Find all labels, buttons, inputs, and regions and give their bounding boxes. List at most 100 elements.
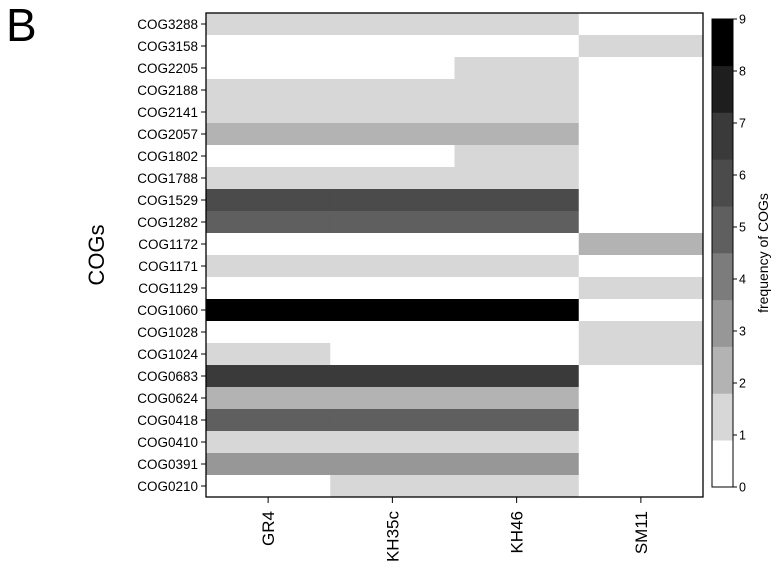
x-tick-label: GR4 [259, 511, 278, 546]
heatmap-cell [330, 431, 455, 454]
heatmap-cell [578, 57, 704, 80]
heatmap-cell [206, 233, 331, 256]
y-axis-title: COGs [84, 224, 109, 285]
heatmap-cell [454, 321, 580, 344]
heatmap-cell [578, 211, 704, 234]
heatmap-cell [330, 101, 455, 124]
heatmap-cell [206, 277, 331, 300]
x-tick-label: KH35c [383, 511, 402, 563]
heatmap-cell [578, 365, 704, 388]
x-tick-label: KH46 [508, 511, 527, 554]
heatmap-cell [206, 79, 331, 102]
heatmap-cell [454, 167, 580, 190]
y-tick-label: COG2205 [137, 61, 198, 76]
heatmap-cell [206, 101, 331, 124]
heatmap-cell [206, 475, 331, 498]
heatmap-cell [454, 409, 580, 432]
y-axis: COG3288 COG3158 COG2205 COG2188 COG2141 COG20… [137, 17, 206, 494]
heatmap-cell [454, 299, 580, 322]
heatmap-cell [578, 343, 704, 366]
heatmap-cell [330, 299, 455, 322]
heatmap-cell [330, 255, 455, 278]
colorbar-segment [712, 65, 733, 113]
heatmap-cell [330, 35, 455, 58]
heatmap-cell [330, 475, 455, 498]
colorbar-tick-label: 7 [739, 117, 746, 131]
heatmap-cell [454, 57, 580, 80]
heatmap-cell [578, 431, 704, 454]
heatmap-cell [330, 453, 455, 476]
colorbar-frame [711, 18, 734, 488]
heatmap-cell [578, 13, 704, 36]
x-axis: GR4 KH35c KH46 SM11 [259, 497, 651, 562]
y-tick-label: COG0210 [137, 479, 198, 494]
heatmap-cell [206, 189, 331, 212]
heatmap-cell [206, 387, 331, 410]
heatmap-cell [206, 343, 331, 366]
heatmap-cell [578, 167, 704, 190]
y-tick-label: COG0683 [137, 369, 198, 384]
heatmap-cell [330, 409, 455, 432]
colorbar-segment [712, 206, 733, 254]
heatmap-cell [206, 35, 331, 58]
y-tick-label: COG1129 [138, 281, 198, 296]
heatmap-cell [578, 145, 704, 168]
heatmap-cell [330, 321, 455, 344]
heatmap-cell [454, 475, 580, 498]
colorbar-segment [712, 393, 733, 441]
heatmap-cell [206, 255, 331, 278]
y-tick-label: COG1060 [137, 303, 198, 318]
heatmap-cell [454, 387, 580, 410]
y-tick-label: COG1282 [137, 215, 198, 230]
heatmap-cell [578, 101, 704, 124]
heatmap-cell [330, 123, 455, 146]
heatmap-cell [206, 409, 331, 432]
heatmap-cells [206, 13, 704, 498]
y-tick-label: COG1028 [137, 325, 198, 340]
plot-frame [205, 12, 704, 498]
heatmap-cell [578, 409, 704, 432]
colorbar-tick-label: 8 [739, 65, 746, 79]
y-tick-label: COG3288 [137, 17, 198, 32]
colorbar-tick-label: 6 [739, 169, 746, 183]
heatmap-cell [454, 277, 580, 300]
heatmap-cell [454, 233, 580, 256]
heatmap-cell [330, 343, 455, 366]
colorbar-tick-label: 2 [739, 377, 746, 391]
heatmap-cell [330, 145, 455, 168]
heatmap-cell [330, 189, 455, 212]
heatmap-cell [330, 233, 455, 256]
colorbar-segment [712, 19, 733, 67]
heatmap-cell [454, 211, 580, 234]
y-tick-label: COG2057 [137, 127, 198, 142]
colorbar-segment [712, 112, 733, 160]
heatmap-cell [454, 343, 580, 366]
heatmap-cell [330, 365, 455, 388]
heatmap-cell [454, 255, 580, 278]
colorbar-title: frequency of COGs [755, 193, 771, 313]
colorbar-tick-label: 9 [739, 13, 746, 27]
y-tick-label: COG1172 [138, 237, 198, 252]
heatmap-cell [578, 233, 704, 256]
heatmap-cell [206, 57, 331, 80]
heatmap-cell [454, 365, 580, 388]
panel-label: B [6, 0, 37, 51]
heatmap-cell [578, 277, 704, 300]
heatmap-cell [454, 13, 580, 36]
colorbar-segment [712, 440, 733, 488]
colorbar-tick-label: 4 [739, 273, 746, 287]
heatmap-cell [454, 79, 580, 102]
heatmap-cell [454, 101, 580, 124]
heatmap-cell [578, 79, 704, 102]
heatmap-cell [454, 431, 580, 454]
colorbar-segment [712, 159, 733, 207]
y-tick-label: COG0624 [137, 391, 198, 406]
heatmap-cell [578, 189, 704, 212]
heatmap-cell [578, 321, 704, 344]
heatmap-cell [578, 255, 704, 278]
heatmap-cell [206, 321, 331, 344]
colorbar-tick-label: 0 [739, 481, 746, 495]
y-tick-label: COG2141 [137, 105, 198, 120]
y-tick-label: COG0410 [137, 435, 198, 450]
